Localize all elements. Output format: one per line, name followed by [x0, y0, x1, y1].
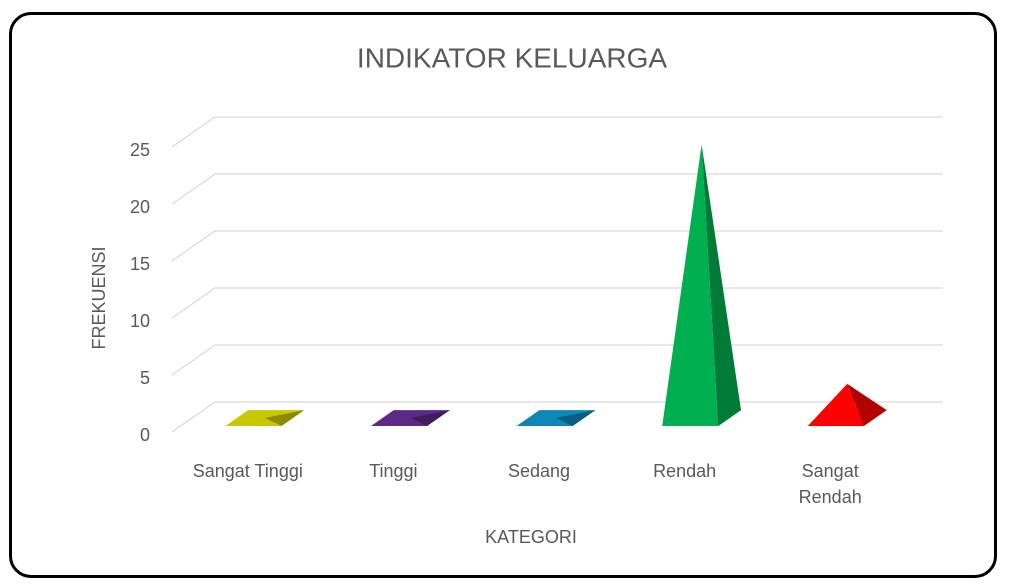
x-tick-label: Sangat Rendah — [798, 461, 862, 507]
pyramid-right — [410, 410, 450, 426]
pyramid — [516, 410, 596, 426]
x-tick-label: Sangat Tinggi — [192, 461, 303, 481]
pyramid — [662, 144, 741, 426]
pyramid-front — [225, 418, 282, 426]
pyramid-right-shade — [410, 410, 450, 426]
y-tick-label: 15 — [130, 254, 150, 274]
pyramid-front — [807, 383, 864, 426]
grid-line — [171, 116, 943, 148]
pyramid — [371, 410, 450, 426]
y-tick-label: 0 — [140, 425, 150, 445]
y-tick-label: 10 — [130, 311, 150, 331]
grid-line — [171, 287, 943, 319]
pyramid-right — [701, 144, 741, 426]
pyramid-front — [371, 418, 427, 426]
pyramid-right-shade — [555, 410, 596, 426]
x-tick-label: Sedang — [507, 461, 571, 481]
pyramid-right — [555, 410, 596, 426]
x-tick-label: Rendah — [653, 461, 717, 481]
grid-line — [171, 173, 943, 205]
x-axis-label: KATEGORI — [485, 527, 577, 547]
chart-title: INDIKATOR KELUARGA — [357, 42, 667, 73]
y-tick-label: 5 — [140, 368, 150, 388]
pyramid-right-shade — [701, 144, 741, 426]
pyramid-front — [662, 144, 719, 426]
pyramid — [807, 383, 887, 426]
grid-line — [171, 344, 943, 376]
pyramid-right-shade — [264, 410, 305, 426]
grid-line — [171, 230, 943, 262]
pyramid-right — [847, 383, 887, 426]
pyramid — [225, 410, 305, 426]
pyramid-front — [516, 418, 573, 426]
x-tick-label: Tinggi — [369, 461, 418, 481]
y-axis-label: FREKUENSI — [89, 246, 109, 349]
y-tick-label: 20 — [130, 197, 150, 217]
pyramid-right-shade — [847, 383, 887, 426]
pyramid-right — [264, 410, 305, 426]
y-tick-label: 25 — [130, 140, 150, 160]
chart-frame — [9, 12, 997, 578]
